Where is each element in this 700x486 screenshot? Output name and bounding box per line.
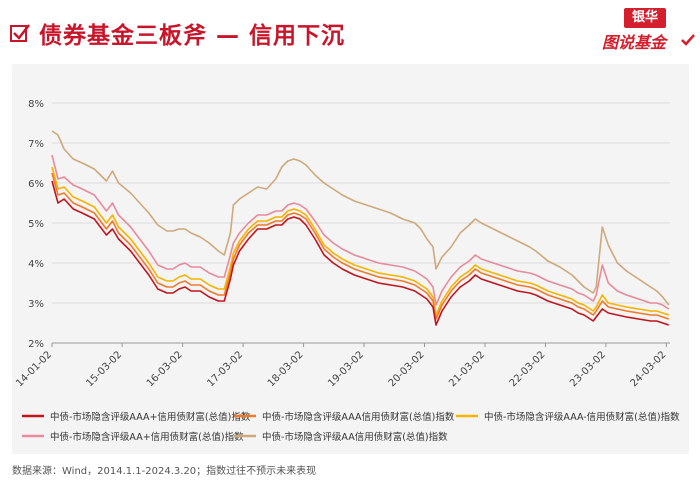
x-tick-label: 23-03-02: [568, 349, 608, 389]
y-tick-label: 2%: [28, 339, 44, 350]
legend-label: 中债-市场隐含评级AA+信用债财富(总值)指数: [50, 431, 244, 443]
x-tick-label: 19-03-02: [326, 349, 366, 389]
x-tick-label: 15-03-02: [84, 349, 124, 389]
legend-label: 中债-市场隐含评级AAA信用债财富(总值)指数: [262, 411, 455, 423]
brand-check-icon: [681, 34, 695, 46]
y-tick-label: 6%: [28, 179, 44, 190]
x-tick-label: 17-03-02: [205, 349, 245, 389]
series-line: [51, 180, 670, 326]
y-tick-label: 7%: [28, 139, 44, 150]
header: 债券基金三板斧 — 信用下沉 银华 图说基金: [0, 0, 700, 62]
series-line: [51, 166, 670, 316]
page-title: 债券基金三板斧 — 信用下沉: [39, 23, 346, 49]
y-tick-label: 4%: [28, 259, 44, 270]
brand-logo: 银华 图说基金: [600, 4, 696, 52]
brand-logo-bottom: 图说基金: [602, 33, 667, 52]
source-note: 数据来源：Wind，2014.1.1-2024.3.20；指数过往不预示未来表现: [12, 466, 317, 477]
y-tick-label: 8%: [28, 99, 44, 110]
x-tick-label: 20-03-02: [387, 349, 427, 389]
line-chart: 2% 3% 4% 5% 6% 7% 8% 14-01-02 15-03-02 16-03-02 17…: [14, 99, 680, 443]
x-tick-label: 22-03-02: [508, 349, 548, 389]
chart-panel: 2% 3% 4% 5% 6% 7% 8% 14-01-02 15-03-02 16-03-02 17…: [12, 64, 689, 454]
x-tick-label: 14-01-02: [14, 349, 54, 389]
x-tick-label: 18-03-02: [266, 349, 306, 389]
y-tick-label: 5%: [28, 219, 44, 230]
x-tick-label: 16-03-02: [145, 349, 185, 389]
legend-label: 中债-市场隐含评级AA信用债财富(总值)指数: [262, 431, 448, 443]
legend-label: 中债-市场隐含评级AAA+信用债财富(总值)指数: [50, 411, 251, 423]
x-tick-label: 21-03-02: [447, 349, 487, 389]
checkbox-icon: [10, 24, 30, 42]
series-line: [51, 130, 670, 306]
legend-label: 中债-市场隐含评级AAA-信用债财富(总值)指数: [484, 411, 680, 423]
y-tick-label: 3%: [28, 299, 44, 310]
series-line: [51, 154, 670, 310]
series-line: [51, 172, 670, 320]
x-tick-label: 24-03-02: [629, 349, 669, 389]
brand-logo-top: 银华: [624, 8, 666, 28]
